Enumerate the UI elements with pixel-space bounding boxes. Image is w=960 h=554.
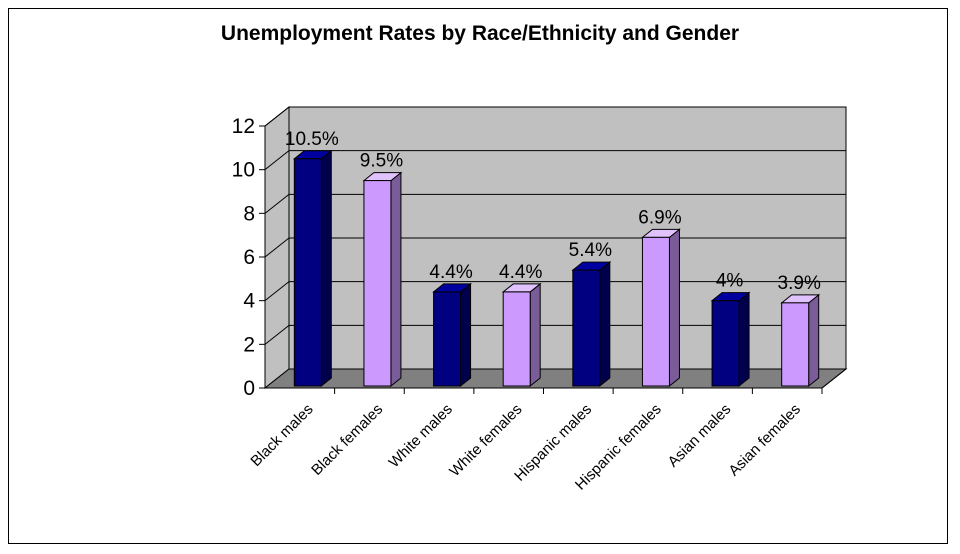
- chart-title: Unemployment Rates by Race/Ethnicity and…: [220, 22, 740, 45]
- floor: [263, 368, 848, 389]
- y-tick-label: 12: [232, 115, 255, 138]
- bar-side: [599, 261, 611, 388]
- bar-side: [808, 293, 820, 388]
- data-label: 4%: [716, 271, 744, 292]
- bar-side: [320, 149, 332, 388]
- data-label: 9.5%: [360, 151, 403, 172]
- y-tick-label: 0: [243, 377, 255, 400]
- x-tick-label: White females: [446, 401, 525, 480]
- bar-side: [529, 282, 541, 388]
- bar: [433, 291, 462, 387]
- y-tick-label: 2: [243, 333, 255, 356]
- gridline-side: [264, 324, 290, 345]
- y-tick-label: 4: [243, 290, 255, 313]
- x-tick-label: Black males: [247, 401, 316, 470]
- x-tick-label: White males: [386, 401, 456, 471]
- floor-edge: [821, 368, 847, 389]
- y-tick-label: 6: [243, 246, 255, 269]
- gridline-side: [264, 193, 290, 214]
- gridline-side: [264, 150, 290, 171]
- bar-side: [668, 228, 680, 388]
- bar: [641, 236, 670, 387]
- gridline-side: [264, 281, 290, 302]
- bar: [781, 302, 810, 387]
- data-label: 3.9%: [778, 273, 821, 294]
- x-tick-label: Asian females: [725, 401, 804, 480]
- bar-side: [738, 291, 750, 388]
- data-label: 4.4%: [429, 262, 472, 283]
- x-tick-label: Black females: [308, 401, 386, 479]
- x-tick-label: Asian males: [665, 401, 735, 471]
- bar-side: [390, 171, 402, 388]
- data-label: 4.4%: [499, 262, 542, 283]
- bar: [502, 291, 531, 387]
- bar: [572, 269, 601, 387]
- bar: [363, 180, 392, 387]
- bar: [711, 300, 740, 387]
- data-label: 5.4%: [569, 240, 612, 261]
- y-tick-label: 8: [243, 202, 255, 225]
- bar-side: [460, 282, 472, 388]
- data-label: 10.5%: [285, 129, 339, 150]
- gridline-side: [264, 237, 290, 258]
- bar: [293, 158, 322, 387]
- y-tick-label: 10: [232, 159, 255, 182]
- data-label: 6.9%: [638, 207, 681, 228]
- gridline-side: [264, 106, 290, 127]
